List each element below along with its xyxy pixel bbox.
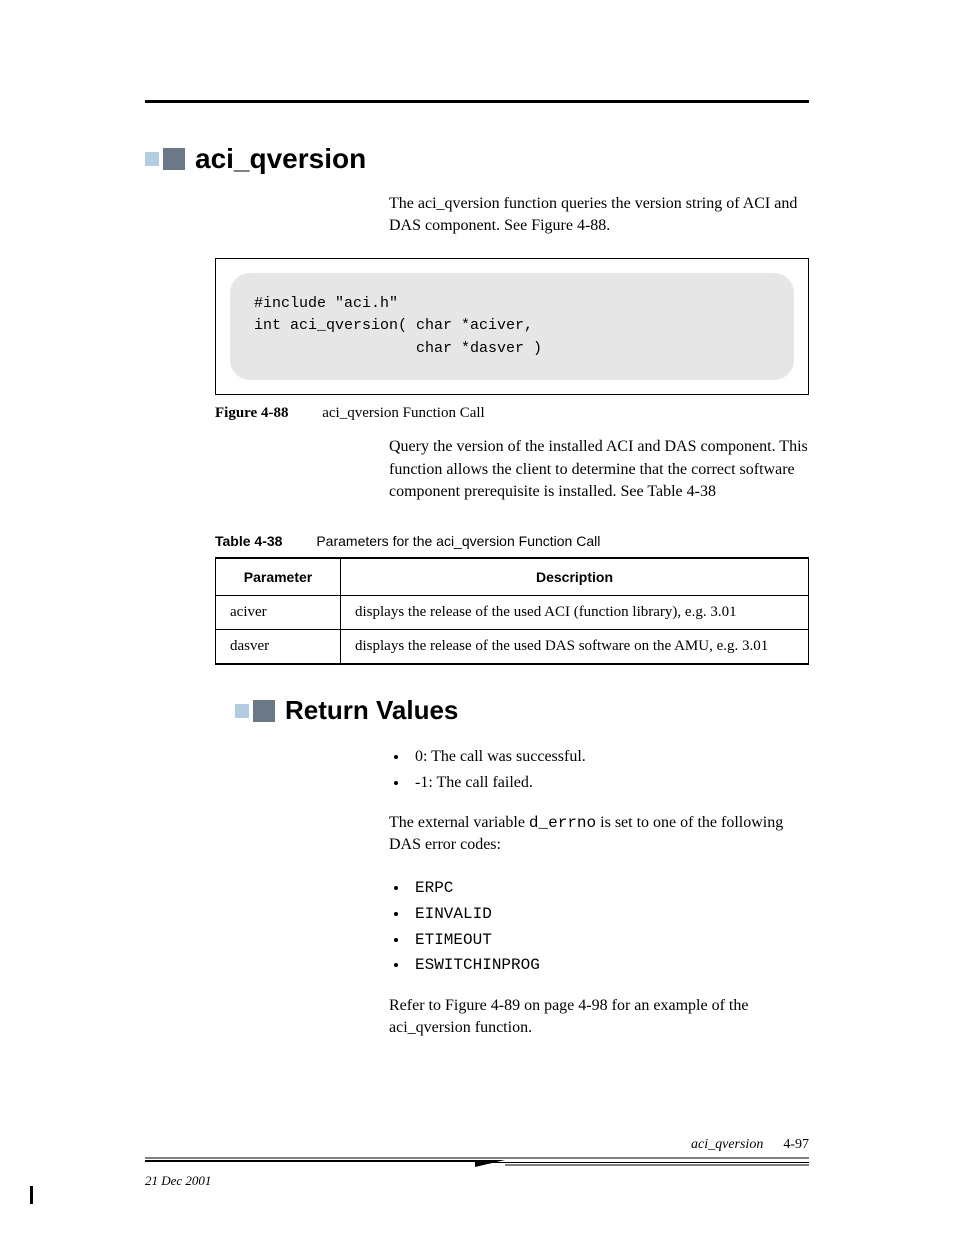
footer-rule-icon bbox=[145, 1157, 809, 1171]
table-row: aciver displays the release of the used … bbox=[216, 596, 809, 630]
figure-caption: Figure 4-88 aci_qversion Function Call bbox=[215, 405, 809, 422]
list-item: 0: The call was successful. bbox=[409, 744, 809, 770]
table-cell-desc: displays the release of the used ACI (fu… bbox=[341, 596, 809, 630]
errno-paragraph: The external variable d_errno is set to … bbox=[389, 812, 809, 857]
heading-return-values: Return Values bbox=[235, 695, 809, 726]
heading-marker-icon bbox=[145, 148, 185, 170]
table-header-parameter: Parameter bbox=[216, 558, 341, 596]
error-codes-list: ERPC EINVALID ETIMEOUT ESWITCHINPROG bbox=[389, 876, 809, 978]
heading-marker-icon bbox=[235, 700, 275, 722]
errno-text-1: The external variable bbox=[389, 814, 529, 831]
table-caption-text: Parameters for the aci_qversion Function… bbox=[316, 533, 600, 549]
list-item: EINVALID bbox=[409, 902, 809, 928]
list-item: -1: The call failed. bbox=[409, 770, 809, 796]
top-rule bbox=[145, 100, 809, 103]
table-cell-param: dasver bbox=[216, 630, 341, 665]
intro-paragraph: The aci_qversion function queries the ve… bbox=[389, 193, 809, 238]
edge-mark-icon bbox=[30, 1186, 33, 1204]
return-values-list: 0: The call was successful. -1: The call… bbox=[389, 744, 809, 795]
heading-aci-qversion: aci_qversion bbox=[145, 143, 809, 175]
table-header-description: Description bbox=[341, 558, 809, 596]
footer-section: aci_qversion bbox=[691, 1137, 763, 1153]
return-values-title: Return Values bbox=[285, 695, 458, 726]
figure-caption-text: aci_qversion Function Call bbox=[322, 405, 484, 421]
list-item: ETIMEOUT bbox=[409, 928, 809, 954]
reference-paragraph: Refer to Figure 4-89 on page 4-98 for an… bbox=[389, 995, 809, 1040]
table-row: dasver displays the release of the used … bbox=[216, 630, 809, 665]
list-item: ERPC bbox=[409, 876, 809, 902]
list-item: ESWITCHINPROG bbox=[409, 953, 809, 979]
code-block-frame: #include "aci.h" int aci_qversion( char … bbox=[215, 258, 809, 396]
parameters-table: Parameter Description aciver displays th… bbox=[215, 557, 809, 665]
footer-page-number: 4-97 bbox=[783, 1137, 809, 1153]
errno-var: d_errno bbox=[529, 814, 596, 832]
figure-description: Query the version of the installed ACI a… bbox=[389, 436, 809, 503]
page-footer: aci_qversion 4-97 21 Dec 2001 bbox=[145, 1137, 809, 1189]
table-label: Table 4-38 bbox=[215, 533, 282, 549]
footer-date: 21 Dec 2001 bbox=[145, 1173, 809, 1189]
heading-title: aci_qversion bbox=[195, 143, 366, 175]
table-caption: Table 4-38 Parameters for the aci_qversi… bbox=[215, 533, 809, 549]
table-cell-desc: displays the release of the used DAS sof… bbox=[341, 630, 809, 665]
table-cell-param: aciver bbox=[216, 596, 341, 630]
figure-label: Figure 4-88 bbox=[215, 405, 288, 421]
code-block: #include "aci.h" int aci_qversion( char … bbox=[230, 273, 794, 381]
